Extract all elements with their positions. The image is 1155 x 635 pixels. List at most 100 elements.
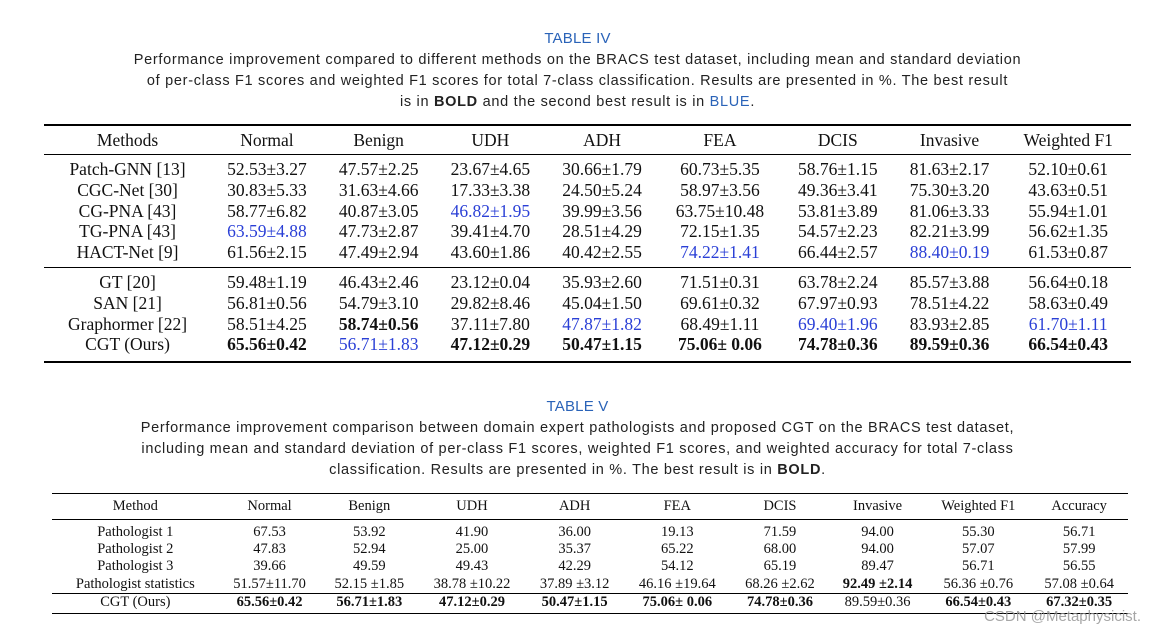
table5-label: TABLE V <box>546 398 609 415</box>
column-header: Benign <box>353 130 404 150</box>
value-cell: 35.37 <box>558 541 591 558</box>
value-cell: 56.71±1.83 <box>338 334 419 355</box>
column-header: DCIS <box>763 498 797 514</box>
value-cell: 52.94 <box>353 541 386 558</box>
value-cell: 19.13 <box>661 524 694 540</box>
value-cell: 74.78±0.36 <box>798 334 878 355</box>
value-cell: 89.59±0.36 <box>909 334 990 355</box>
column-header: ADH <box>583 130 622 150</box>
value-cell: 56.55 <box>1062 558 1096 575</box>
value-cell: 81.06±3.33 <box>909 200 990 221</box>
table4-group-transformer: GT [20] 59.48±1.19 46.43±2.46 23.12±0.04 35.… <box>44 267 1131 363</box>
value-cell: 66.44±2.57 <box>798 242 878 263</box>
value-cell: 40.42±2.55 <box>562 242 642 263</box>
value-cell: 52.10±0.61 <box>1028 159 1108 179</box>
value-cell: 56.71 <box>1062 524 1096 540</box>
value-cell: 35.93±2.60 <box>562 271 642 292</box>
value-cell: 39.66 <box>253 558 286 575</box>
watermark: CSDN @Metaphysicist. <box>984 608 1141 625</box>
value-cell: 92.49 ±2.14 <box>828 575 927 594</box>
value-cell: 54.79±3.10 <box>338 292 419 313</box>
value-cell: 74.78±0.36 <box>746 593 813 610</box>
column-header: Accuracy <box>1051 498 1107 514</box>
method-cell: CGT (Ours) <box>100 593 171 610</box>
method-cell: HACT-Net [9] <box>76 242 179 263</box>
value-cell: 58.63±0.49 <box>1028 292 1108 313</box>
value-cell: 53.92 <box>353 524 386 540</box>
value-cell: 24.50±5.24 <box>562 179 642 200</box>
value-cell: 82.21±3.99 <box>909 221 990 242</box>
value-cell: 56.81±0.56 <box>227 292 307 313</box>
value-cell: 29.82±8.46 <box>450 292 531 313</box>
table-row: Pathologist statistics 51.57±11.70 52.15 ±… <box>52 575 1128 594</box>
value-cell: 71.51±0.31 <box>680 271 760 292</box>
method-cell: Graphormer [22] <box>68 313 188 334</box>
value-cell: 65.19 <box>763 558 797 575</box>
table4: Methods Normal Benign UDH ADH FEA DCIS Invasive… <box>44 124 1131 363</box>
table5: Method Normal Benign UDH ADH FEA DCIS Invasive W… <box>52 493 1128 614</box>
value-cell: 75.06± 0.06 <box>677 334 762 355</box>
value-cell: 56.71±1.83 <box>336 593 403 610</box>
value-cell: 74.22±1.41 <box>680 242 760 263</box>
value-cell: 52.15 ±1.85 <box>320 575 419 594</box>
value-cell: 52.53±3.27 <box>227 159 307 179</box>
value-cell: 56.64±0.18 <box>1028 271 1108 292</box>
method-cell: Pathologist 2 <box>97 541 174 558</box>
column-header: Weighted F1 <box>941 498 1016 514</box>
value-cell: 65.56±0.42 <box>236 593 303 610</box>
table-row: Pathologist 2 47.83 52.94 25.00 35.37 65.22 68… <box>52 541 1128 558</box>
value-cell: 75.30±3.20 <box>909 179 990 200</box>
value-cell: 56.71 <box>962 558 995 575</box>
value-cell: 51.57±11.70 <box>218 575 321 594</box>
value-cell: 53.81±3.89 <box>798 200 878 221</box>
value-cell: 47.12±0.29 <box>439 593 505 610</box>
value-cell: 54.57±2.23 <box>798 221 878 242</box>
value-cell: 43.60±1.86 <box>450 242 531 263</box>
value-cell: 69.40±1.96 <box>798 313 878 334</box>
value-cell: 49.36±3.41 <box>798 179 878 200</box>
value-cell: 56.62±1.35 <box>1028 221 1108 242</box>
table-row: CGT (Ours) 65.56±0.42 56.71±1.83 47.12±0.29… <box>44 334 1131 362</box>
column-header: UDH <box>456 498 488 514</box>
value-cell: 17.33±3.38 <box>450 179 531 200</box>
value-cell: 47.73±2.87 <box>338 221 419 242</box>
value-cell: 66.54±0.43 <box>945 593 1012 610</box>
column-header: Methods <box>96 130 159 150</box>
value-cell: 39.99±3.56 <box>562 200 642 221</box>
value-cell: 42.29 <box>558 558 591 575</box>
table-row: GT [20] 59.48±1.19 46.43±2.46 23.12±0.04 35.… <box>44 267 1131 292</box>
value-cell: 50.47±1.15 <box>562 334 642 355</box>
value-cell: 28.51±4.29 <box>562 221 642 242</box>
method-cell: TG-PNA [43] <box>79 221 176 242</box>
table4-caption-line: Performance improvement compared to diff… <box>133 52 1022 68</box>
value-cell: 55.94±1.01 <box>1028 200 1108 221</box>
table4-label: TABLE IV <box>544 30 611 47</box>
value-cell: 58.97±3.56 <box>680 179 760 200</box>
table-row: CGT (Ours) 65.56±0.42 56.71±1.83 47.12±0.29… <box>52 593 1128 613</box>
value-cell: 49.59 <box>353 558 386 575</box>
table-row: Pathologist 1 67.53 53.92 41.90 36.00 19.13 71… <box>52 520 1128 542</box>
value-cell: 78.51±4.22 <box>909 292 990 313</box>
value-cell: 63.75±10.48 <box>675 200 765 221</box>
table-row: TG-PNA [43] 63.59±4.88 47.73±2.87 39.41±4.7… <box>44 221 1131 242</box>
table-row: CG-PNA [43] 58.77±6.82 40.87±3.05 46.82±1.9… <box>44 201 1131 222</box>
value-cell: 60.73±5.35 <box>680 159 760 179</box>
value-cell: 58.51±4.25 <box>227 313 307 334</box>
table-row: Pathologist 3 39.66 49.59 49.43 42.29 54.12 65… <box>52 558 1128 575</box>
table5-header-row: Method Normal Benign UDH ADH FEA DCIS Invasive W… <box>52 493 1128 520</box>
table-row: HACT-Net [9] 61.56±2.15 47.49±2.94 43.60±1.… <box>44 242 1131 267</box>
value-cell: 55.30 <box>962 524 995 540</box>
table-row: SAN [21] 56.81±0.56 54.79±3.10 29.82±8.46 45… <box>44 293 1131 314</box>
value-cell: 61.56±2.15 <box>227 242 307 263</box>
value-cell: 54.12 <box>661 558 694 575</box>
method-cell: CGC-Net [30] <box>77 179 178 200</box>
column-header: Invasive <box>852 498 903 514</box>
method-cell: Patch-GNN [13] <box>69 159 186 179</box>
value-cell: 30.83±5.33 <box>227 179 307 200</box>
column-header: Normal <box>247 498 292 514</box>
value-cell: 23.12±0.04 <box>450 271 531 292</box>
column-header: Method <box>112 498 158 514</box>
value-cell: 47.87±1.82 <box>562 313 642 334</box>
value-cell: 61.53±0.87 <box>1028 242 1108 263</box>
method-cell: Pathologist statistics <box>52 575 219 594</box>
